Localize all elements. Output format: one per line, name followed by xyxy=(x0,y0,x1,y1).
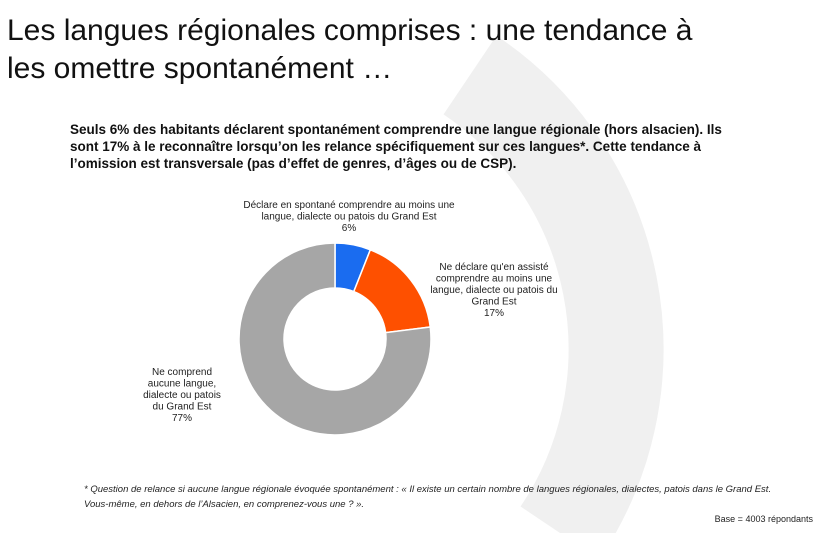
page-title: Les langues régionales comprises : une t… xyxy=(7,14,693,85)
chart-subtitle: Seuls 6% des habitants déclarent spontan… xyxy=(70,122,722,171)
base-note: Base = 4003 répondants xyxy=(714,514,813,524)
footnote: * Question de relance si aucune langue r… xyxy=(84,484,772,510)
slice-label-1: Ne déclare qu'en assisté comprendre au mo… xyxy=(430,262,557,319)
slice-label-2: Ne comprend aucune langue, dialecte ou pat… xyxy=(143,367,221,424)
donut-slice-1 xyxy=(352,248,432,334)
donut-slice-2 xyxy=(238,242,432,436)
slice-label-0: Déclare en spontané comprendre au moins … xyxy=(243,200,455,234)
